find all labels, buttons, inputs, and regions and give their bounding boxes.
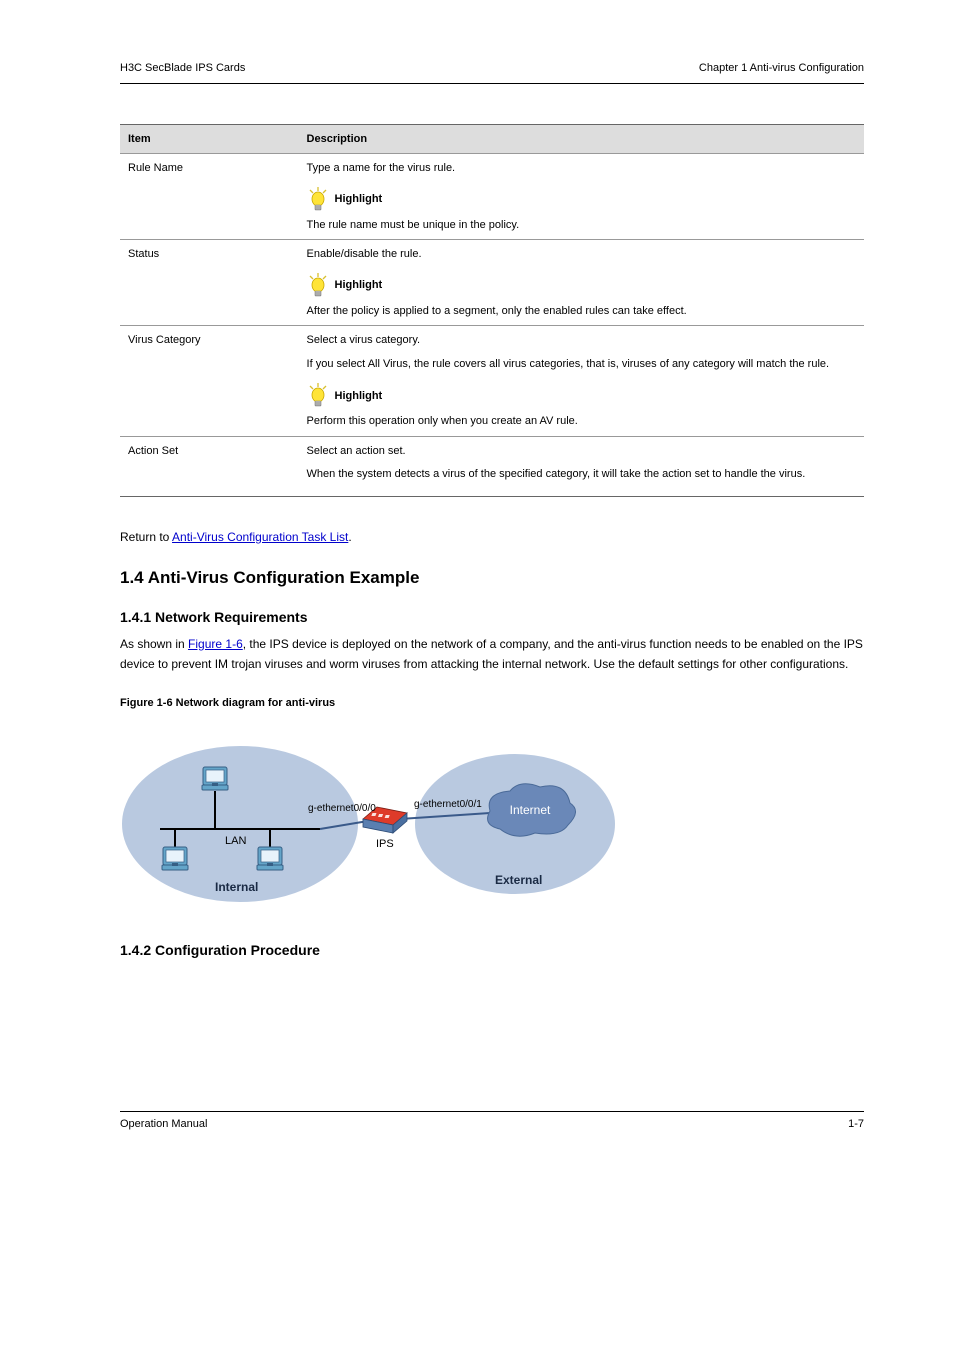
heading-config-example: 1.4 Anti-Virus Configuration Example (120, 565, 864, 591)
page-container: H3C SecBlade IPS Cards Chapter 1 Anti-vi… (0, 0, 954, 1193)
svg-text:External: External (495, 873, 542, 887)
footer-left: Operation Manual (120, 1116, 207, 1133)
highlight-block: Highlight (307, 383, 856, 409)
table-row: Action Set Select an action set. When the … (120, 436, 864, 496)
desc-line: Select a virus category. (307, 332, 856, 349)
page-footer: Operation Manual 1-7 (120, 1116, 864, 1133)
heading-config-procedure: 1.4.2 Configuration Procedure (120, 940, 864, 961)
highlight-note: The rule name must be unique in the poli… (307, 217, 856, 234)
return-suffix: . (348, 530, 351, 544)
lightbulb-icon (307, 273, 329, 299)
network-req-paragraph: As shown in Figure 1-6, the IPS device i… (120, 634, 864, 675)
highlight-note: Perform this operation only when you cre… (307, 413, 856, 430)
figure-ref-link[interactable]: Figure 1-6 (188, 637, 243, 651)
page-header: H3C SecBlade IPS Cards Chapter 1 Anti-vi… (120, 60, 864, 77)
svg-text:Internal: Internal (215, 880, 258, 894)
highlight-label: Highlight (335, 191, 383, 208)
lightbulb-icon (307, 383, 329, 409)
cell-item: Rule Name (120, 154, 299, 240)
return-link[interactable]: Anti-Virus Configuration Task List (172, 530, 348, 544)
svg-text:Internet: Internet (510, 803, 551, 817)
header-left: H3C SecBlade IPS Cards (120, 60, 245, 77)
highlight-note: After the policy is applied to a segment… (307, 303, 856, 320)
desc-line: Type a name for the virus rule. (307, 160, 856, 177)
desc-line: Select an action set. (307, 443, 856, 460)
header-rule (120, 83, 864, 84)
footer-right: 1-7 (848, 1116, 864, 1133)
table-row: StatusEnable/disable the rule. Highlight… (120, 240, 864, 326)
desc-line: When the system detects a virus of the s… (307, 465, 856, 484)
header-right: Chapter 1 Anti-virus Configuration (699, 60, 864, 77)
highlight-label: Highlight (335, 277, 383, 294)
highlight-block: Highlight (307, 187, 856, 213)
cell-item: Action Set (120, 436, 299, 496)
lightbulb-icon (307, 187, 329, 213)
highlight-block: Highlight (307, 273, 856, 299)
return-prefix: Return to (120, 530, 169, 544)
cell-item: Virus Category (120, 326, 299, 437)
net-req-text-1: As shown in (120, 637, 188, 651)
network-diagram: LAN Internal IPS g-ethernet0/0/0 g-ether… (120, 719, 620, 924)
highlight-label: Highlight (335, 388, 383, 405)
table-header-row: Item Description (120, 124, 864, 154)
cell-item: Status (120, 240, 299, 326)
config-table: Item Description Rule NameType a name fo… (120, 124, 864, 497)
svg-text:LAN: LAN (225, 835, 246, 847)
figure-caption: Figure 1-6 Network diagram for anti-viru… (120, 695, 864, 712)
cell-description: Select an action set. When the system det… (299, 436, 864, 496)
svg-text:g-ethernet0/0/1: g-ethernet0/0/1 (414, 799, 482, 810)
return-paragraph: Return to Anti-Virus Configuration Task … (120, 527, 864, 547)
desc-line: Enable/disable the rule. (307, 246, 856, 263)
table-row: Virus Category Select a virus category. If… (120, 326, 864, 437)
footer-rule (120, 1111, 864, 1112)
col-header-desc: Description (299, 124, 864, 154)
table-row: Rule NameType a name for the virus rule.… (120, 154, 864, 240)
heading-network-req: 1.4.1 Network Requirements (120, 607, 864, 628)
cell-description: Type a name for the virus rule. Highligh… (299, 154, 864, 240)
cell-description: Enable/disable the rule. Highlight After… (299, 240, 864, 326)
cell-description: Select a virus category. If you select Al… (299, 326, 864, 437)
svg-text:g-ethernet0/0/0: g-ethernet0/0/0 (308, 803, 376, 814)
desc-line: If you select All Virus, the rule covers… (307, 355, 856, 374)
col-header-item: Item (120, 124, 299, 154)
svg-text:IPS: IPS (376, 838, 394, 850)
